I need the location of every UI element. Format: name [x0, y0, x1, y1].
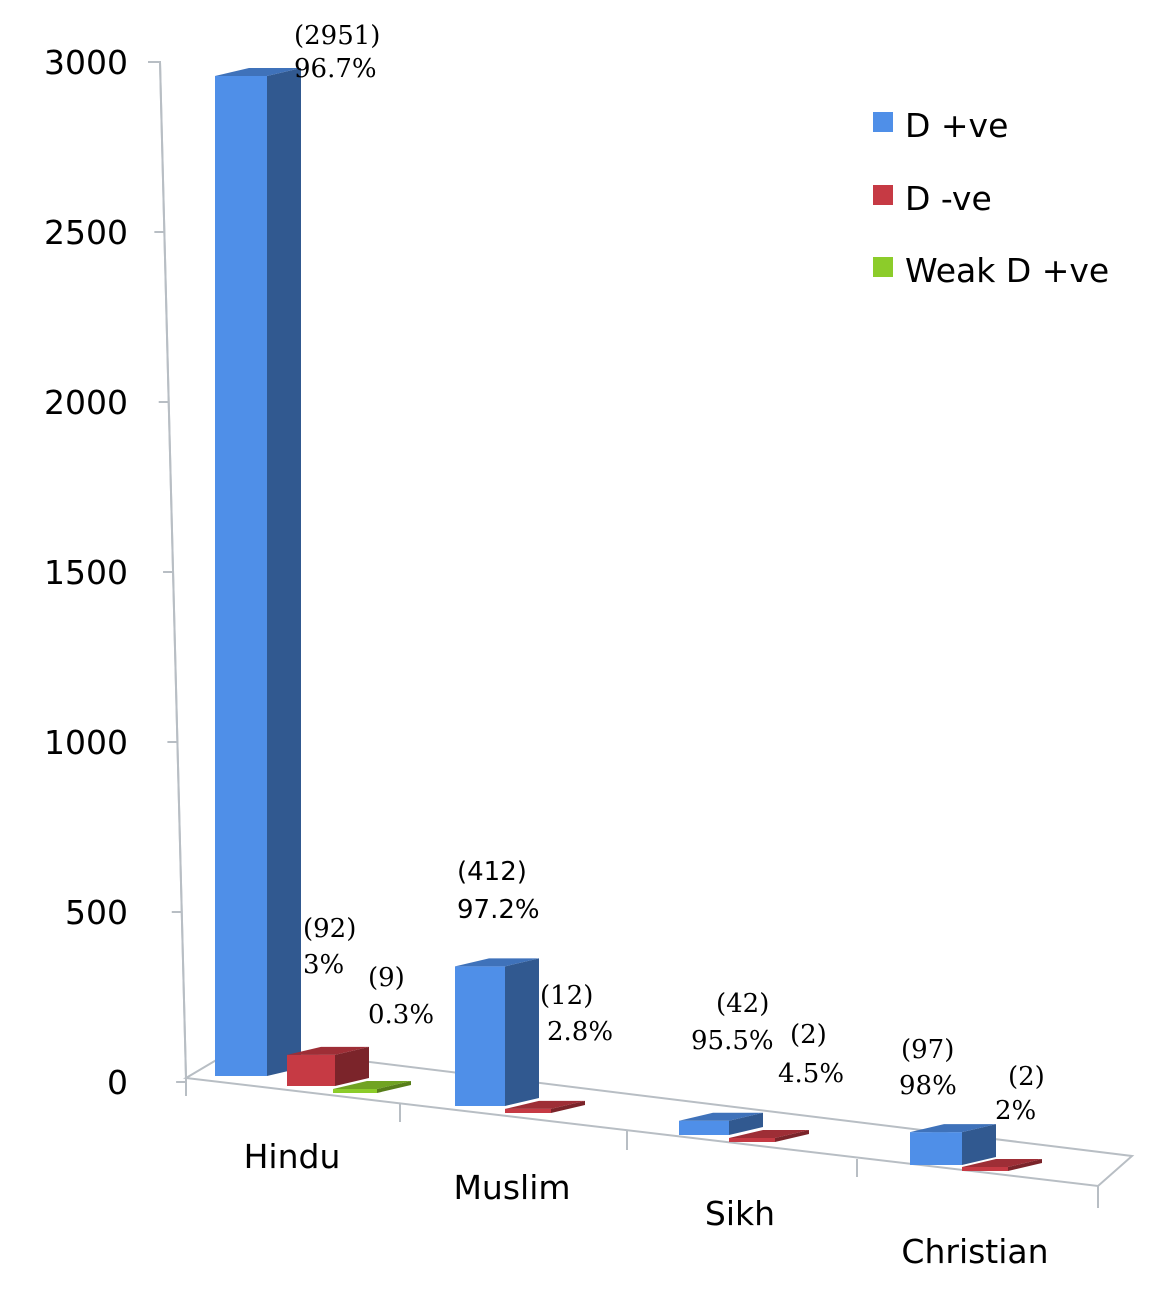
legend-label-1: D -ve: [905, 179, 992, 218]
y-tick-label: 1000: [44, 723, 128, 762]
bar-hindu-2-side: [377, 1081, 411, 1093]
bar-muslim-1-top: [505, 1100, 585, 1109]
bar-sikh-1-top: [729, 1130, 809, 1138]
data-label-percent: 98%: [899, 1071, 957, 1101]
data-label-percent: 2.8%: [547, 1017, 613, 1047]
x-tick-label-muslim: Muslim: [453, 1168, 570, 1207]
data-label-count: (2951): [294, 21, 380, 51]
y-tick-label: 3000: [44, 43, 128, 82]
bar-hindu-0-top: [215, 68, 301, 76]
data-label-count: (97): [901, 1035, 954, 1065]
bar-hindu-1-front: [287, 1054, 335, 1086]
bar-christian-0-front: [910, 1132, 962, 1165]
data-label-percent: 4.5%: [778, 1059, 844, 1089]
y-tick-label: 500: [65, 893, 128, 932]
y-axis-wall-edge: [159, 61, 187, 1079]
bar-sikh-1-front: [729, 1138, 775, 1142]
data-label-count: (92): [303, 914, 356, 944]
bar-sikh-1-side: [775, 1130, 809, 1142]
legend-label-0: D +ve: [905, 106, 1008, 145]
data-label-count: (9): [368, 963, 405, 993]
legend-swatch-1: [873, 185, 893, 205]
bar-muslim-0-side: [505, 958, 539, 1106]
legend-label-2: Weak D +ve: [905, 251, 1109, 290]
bar-muslim-0-front: [455, 966, 505, 1106]
y-tick-label: 2500: [44, 213, 128, 252]
data-label-count: (12): [540, 981, 593, 1011]
data-label-percent: 97.2%: [457, 895, 540, 925]
data-label-count: (42): [716, 989, 769, 1019]
data-label-percent: 95.5%: [691, 1026, 774, 1056]
bar-hindu-0-side: [267, 68, 301, 1076]
bar-christian-1-front: [962, 1167, 1008, 1171]
y-tick-label: 2000: [44, 383, 128, 422]
data-label-count: (2): [790, 1020, 827, 1050]
bar-muslim-1-front: [505, 1108, 551, 1113]
bar-hindu-1-side: [335, 1046, 369, 1086]
y-axis-line: [148, 61, 187, 1079]
legend-swatch-0: [873, 112, 893, 132]
bar-hindu-2-top: [333, 1081, 411, 1089]
bar-hindu-1-top: [287, 1046, 369, 1055]
x-tick-label-sikh: Sikh: [705, 1194, 775, 1233]
bar-muslim-1-side: [551, 1100, 585, 1113]
bar-sikh-0-side: [729, 1112, 763, 1135]
y-tick-label: 1500: [44, 553, 128, 592]
bar-hindu-0-front: [215, 76, 267, 1076]
data-label-percent: 2%: [995, 1096, 1036, 1126]
data-label-percent: 3%: [303, 950, 344, 980]
x-tick-label-christian: Christian: [901, 1232, 1048, 1271]
y-tick-label: 0: [107, 1063, 128, 1102]
data-label-count: (2): [1008, 1062, 1045, 1092]
x-tick-label-hindu: Hindu: [244, 1137, 341, 1176]
data-label-percent: 96.7%: [294, 54, 377, 84]
data-label-percent: 0.3%: [368, 1000, 434, 1030]
bar-christian-0-top: [910, 1124, 996, 1133]
legend-swatch-2: [873, 257, 893, 277]
bar-muslim-0-top: [455, 958, 539, 967]
bar-sikh-0-top: [679, 1112, 763, 1121]
data-label-count: (412): [457, 857, 527, 887]
bar-christian-0-side: [962, 1124, 996, 1165]
bar-christian-1-top: [962, 1159, 1042, 1167]
bar-hindu-2-front: [333, 1089, 377, 1093]
bar-sikh-0-front: [679, 1120, 729, 1135]
bar-christian-1-side: [1008, 1159, 1042, 1171]
